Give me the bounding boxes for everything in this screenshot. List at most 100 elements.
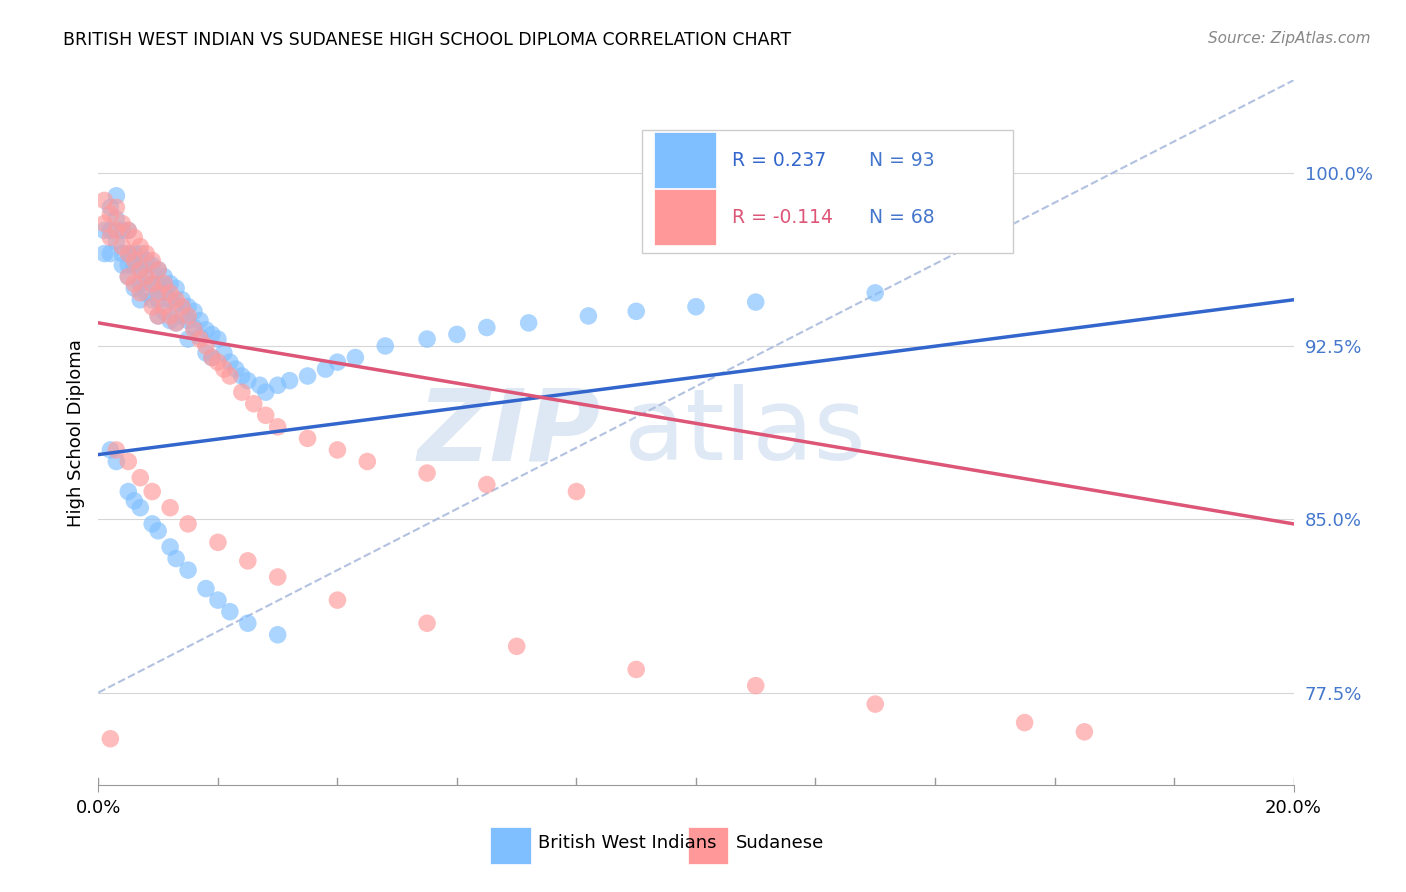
Point — [135, 269, 157, 284]
Point — [201, 327, 224, 342]
Point — [249, 378, 271, 392]
Point — [165, 316, 187, 330]
Point — [148, 285, 170, 300]
Point — [165, 297, 187, 311]
Point — [98, 207, 122, 221]
Point — [745, 295, 768, 310]
Point — [159, 277, 181, 291]
Text: Sudanese: Sudanese — [735, 834, 824, 852]
Point — [98, 200, 122, 214]
Point — [117, 246, 139, 260]
Point — [117, 269, 139, 284]
Point — [172, 293, 194, 307]
Point — [177, 300, 200, 314]
Point — [236, 374, 259, 388]
Point — [356, 454, 378, 468]
Point — [326, 593, 349, 607]
Point — [188, 332, 211, 346]
Point — [297, 369, 319, 384]
Point — [148, 309, 170, 323]
Point — [212, 346, 235, 360]
Point — [148, 262, 170, 277]
Point — [195, 339, 218, 353]
Point — [201, 351, 224, 365]
Point — [117, 484, 139, 499]
Point — [626, 662, 648, 676]
Point — [188, 313, 211, 327]
Y-axis label: High School Diploma: High School Diploma — [66, 339, 84, 526]
Point — [105, 454, 128, 468]
Point — [165, 316, 187, 330]
Point — [177, 313, 200, 327]
FancyBboxPatch shape — [491, 827, 531, 863]
Point — [165, 551, 187, 566]
Point — [117, 269, 139, 284]
Point — [111, 246, 134, 260]
Point — [177, 332, 200, 346]
Point — [326, 442, 349, 457]
Point — [267, 378, 290, 392]
Point — [141, 277, 163, 291]
Text: R = 0.237: R = 0.237 — [733, 151, 827, 170]
Point — [416, 616, 439, 631]
Point — [141, 516, 163, 531]
Point — [117, 454, 139, 468]
Point — [141, 293, 163, 307]
Point — [141, 277, 163, 291]
Point — [124, 258, 146, 272]
Point — [124, 253, 146, 268]
Point — [105, 211, 128, 226]
Point — [148, 262, 170, 277]
Point — [195, 582, 218, 596]
Point — [124, 246, 146, 260]
Point — [124, 230, 146, 244]
Text: N = 68: N = 68 — [869, 208, 935, 227]
Point — [177, 309, 200, 323]
Point — [254, 409, 277, 423]
Point — [315, 362, 337, 376]
Point — [148, 293, 170, 307]
Point — [267, 628, 290, 642]
Point — [236, 554, 259, 568]
Point — [165, 281, 187, 295]
Point — [124, 281, 146, 295]
Point — [231, 385, 253, 400]
Point — [111, 258, 134, 272]
Point — [1014, 715, 1036, 730]
Point — [98, 230, 122, 244]
Point — [105, 223, 128, 237]
Point — [267, 570, 290, 584]
Point — [172, 309, 194, 323]
Point — [278, 374, 301, 388]
Point — [565, 484, 588, 499]
Point — [207, 355, 229, 369]
Point — [195, 346, 218, 360]
Point — [129, 246, 152, 260]
Point — [111, 239, 134, 253]
Point — [183, 304, 205, 318]
Point — [207, 535, 229, 549]
Point — [129, 285, 152, 300]
Point — [231, 369, 253, 384]
Point — [135, 269, 157, 284]
Point — [135, 253, 157, 268]
Text: ZIP: ZIP — [418, 384, 600, 481]
Point — [129, 262, 152, 277]
Point — [745, 679, 768, 693]
Point — [153, 277, 176, 291]
Point — [135, 246, 157, 260]
Text: N = 93: N = 93 — [869, 151, 935, 170]
Point — [141, 300, 163, 314]
Point — [685, 300, 707, 314]
Point — [416, 332, 439, 346]
Point — [183, 323, 205, 337]
Text: BRITISH WEST INDIAN VS SUDANESE HIGH SCHOOL DIPLOMA CORRELATION CHART: BRITISH WEST INDIAN VS SUDANESE HIGH SCH… — [63, 31, 792, 49]
Point — [475, 477, 498, 491]
Point — [141, 258, 163, 272]
Point — [105, 189, 128, 203]
Point — [148, 524, 170, 538]
Point — [111, 223, 134, 237]
FancyBboxPatch shape — [643, 129, 1012, 253]
FancyBboxPatch shape — [654, 132, 716, 188]
Point — [98, 246, 122, 260]
